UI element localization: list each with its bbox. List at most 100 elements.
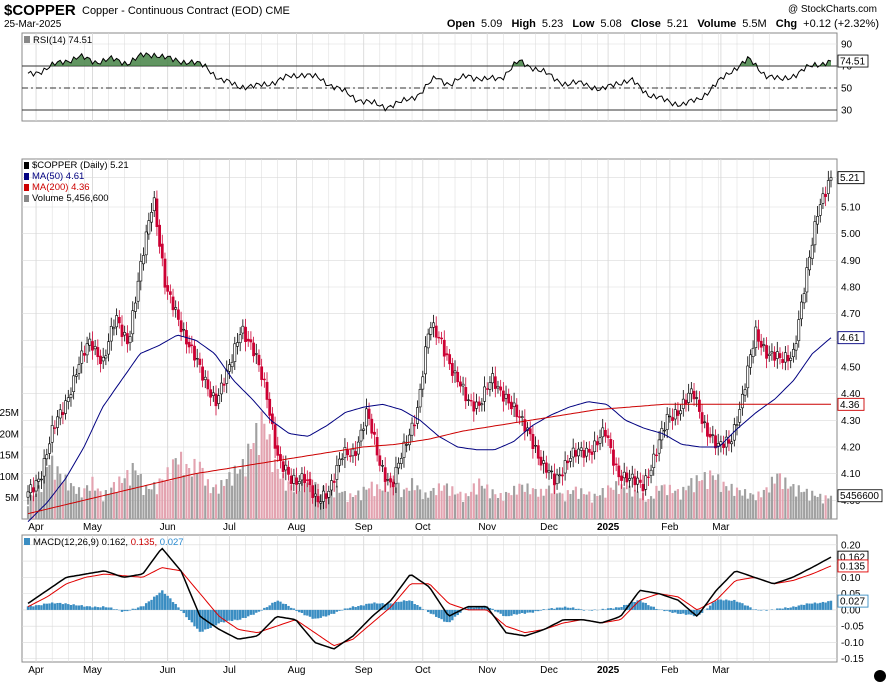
price-candle bbox=[236, 342, 239, 347]
volume-bar bbox=[271, 472, 274, 519]
macd-histogram-bar bbox=[437, 609, 441, 619]
volume-bar bbox=[260, 411, 263, 519]
volume-bar bbox=[800, 492, 803, 519]
volume-bar bbox=[588, 491, 591, 519]
volume-bar bbox=[582, 494, 585, 519]
price-candle bbox=[644, 475, 648, 490]
price-x-label: Nov bbox=[478, 522, 496, 533]
price-x-label: Jun bbox=[160, 522, 176, 533]
price-candle bbox=[300, 473, 304, 481]
macd-histogram-bar bbox=[526, 609, 529, 613]
macd-histogram-bar bbox=[512, 609, 516, 615]
volume-bar bbox=[808, 500, 811, 519]
volume-bar bbox=[220, 480, 223, 519]
macd-histogram-bar bbox=[502, 609, 505, 617]
macd-histogram-bar bbox=[346, 608, 349, 610]
volume-bar bbox=[196, 473, 199, 519]
rsi-last-value: 74.51 bbox=[840, 57, 865, 68]
price-candle bbox=[493, 376, 497, 389]
volume-bar bbox=[56, 466, 59, 519]
volume-bar bbox=[709, 470, 712, 519]
volume-bar bbox=[408, 490, 411, 519]
volume-bar bbox=[813, 495, 816, 519]
chg-label: Chg bbox=[775, 18, 798, 30]
price-candle bbox=[359, 429, 363, 442]
price-candle bbox=[117, 317, 121, 324]
price-candle bbox=[826, 180, 830, 194]
volume-bar bbox=[687, 485, 690, 519]
volume-bar bbox=[470, 491, 473, 519]
price-candle bbox=[601, 427, 605, 438]
volume-bar bbox=[413, 490, 416, 519]
price-candle bbox=[66, 397, 70, 402]
volume-value: 5.5M bbox=[742, 18, 767, 30]
macd-histogram-bar bbox=[676, 609, 680, 614]
volume-bar bbox=[341, 491, 344, 519]
macd-histogram-bar bbox=[343, 608, 347, 610]
price-candle bbox=[125, 333, 129, 345]
price-candle bbox=[77, 364, 81, 374]
volume-bar bbox=[829, 495, 833, 519]
volume-bar bbox=[590, 502, 594, 519]
volume-bar bbox=[354, 495, 357, 519]
price-candle bbox=[246, 338, 250, 342]
macd-histogram-bar bbox=[88, 606, 91, 610]
macd-histogram-bar bbox=[759, 609, 763, 611]
price-candle bbox=[69, 394, 73, 398]
volume-bar bbox=[601, 488, 604, 519]
volume-bar bbox=[330, 489, 333, 519]
price-legend-icon bbox=[24, 184, 29, 191]
macd-histogram-bar bbox=[571, 607, 575, 610]
price-candle bbox=[421, 376, 425, 390]
macd-histogram-bar bbox=[220, 609, 223, 623]
volume-bar bbox=[429, 490, 432, 519]
price-candle bbox=[206, 379, 210, 390]
macd-histogram-bar bbox=[440, 609, 443, 620]
price-candle bbox=[389, 478, 392, 483]
volume-bar bbox=[252, 443, 255, 519]
volume-bar bbox=[776, 473, 779, 519]
volume-bar bbox=[69, 483, 73, 519]
macd-histogram-bar bbox=[42, 603, 46, 610]
volume-bar bbox=[142, 494, 145, 519]
volume-bar bbox=[526, 483, 529, 519]
macd-histogram-bar bbox=[330, 609, 333, 614]
macd-histogram-bar bbox=[166, 595, 169, 610]
price-candle bbox=[354, 451, 358, 456]
price-candle bbox=[440, 337, 443, 340]
macd-histogram-bar bbox=[104, 607, 108, 610]
price-candle bbox=[434, 325, 438, 338]
price-candle bbox=[552, 473, 556, 486]
volume-bar bbox=[419, 489, 422, 519]
price-candle bbox=[714, 435, 717, 449]
volume-bar bbox=[717, 474, 720, 519]
volume-bar bbox=[155, 494, 158, 519]
volume-bar bbox=[741, 495, 744, 519]
macd-histogram-bar bbox=[641, 602, 645, 610]
price-candle bbox=[311, 485, 315, 498]
price-candle bbox=[824, 194, 828, 197]
price-x-label: Sep bbox=[355, 522, 373, 533]
volume-bar bbox=[811, 490, 814, 519]
macd-histogram-bar bbox=[405, 600, 408, 610]
price-candle bbox=[676, 410, 680, 416]
price-candle bbox=[663, 429, 666, 432]
volume-bar bbox=[754, 500, 757, 519]
volume-bar bbox=[43, 469, 46, 519]
macd-histogram-bar bbox=[827, 601, 830, 610]
macd-histogram-bar bbox=[289, 607, 293, 610]
volume-bar bbox=[376, 484, 379, 519]
volume-bar bbox=[596, 495, 599, 519]
price-candle bbox=[469, 400, 473, 402]
volume-bar bbox=[128, 485, 132, 519]
macd-histogram-bar bbox=[582, 609, 586, 611]
price-candle bbox=[407, 434, 411, 446]
volume-bar bbox=[373, 496, 376, 519]
volume-bar bbox=[515, 494, 518, 519]
macd-histogram-bar bbox=[281, 603, 285, 610]
price-candle bbox=[620, 475, 623, 481]
macd-histogram-bar bbox=[247, 609, 250, 617]
price-candle bbox=[708, 433, 712, 438]
macd-histogram-bar bbox=[539, 609, 543, 611]
